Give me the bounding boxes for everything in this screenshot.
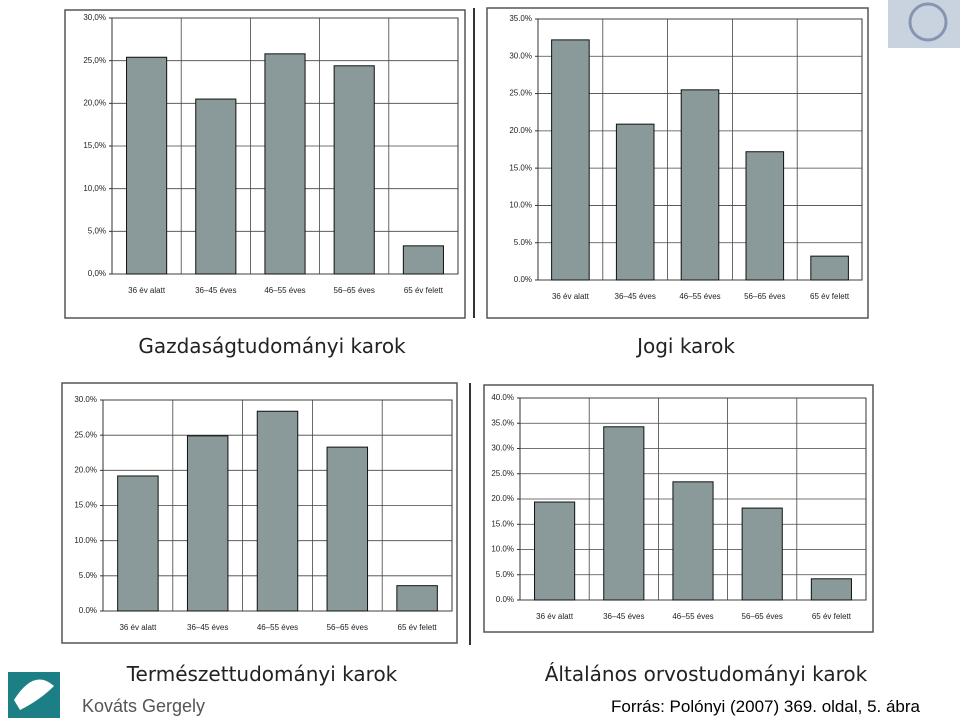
y-tick-label: 0.0% bbox=[514, 275, 532, 284]
bar bbox=[326, 446, 369, 612]
bar bbox=[186, 435, 229, 612]
chart-title: Természettudományi karok bbox=[126, 662, 398, 686]
bar bbox=[672, 481, 714, 601]
x-tick-label: 46–55 éves bbox=[257, 623, 298, 632]
logo-mark bbox=[14, 679, 54, 710]
chart-title: Általános orvostudományi karok bbox=[545, 662, 868, 686]
y-tick-label: 10.0% bbox=[491, 545, 514, 554]
bar bbox=[396, 585, 438, 612]
y-tick-label: 10,0% bbox=[83, 184, 106, 193]
y-tick-label: 10.0% bbox=[509, 201, 532, 210]
chart-title: Gazdaságtudományi karok bbox=[138, 334, 406, 358]
x-tick-label: 36 év alatt bbox=[552, 292, 590, 301]
x-tick-label: 65 év felett bbox=[812, 612, 852, 621]
author: Kováts Gergely bbox=[82, 696, 205, 716]
x-tick-label: 56–65 éves bbox=[334, 286, 375, 295]
chart-title: Jogi karok bbox=[635, 334, 735, 358]
y-tick-label: 0.0% bbox=[496, 595, 514, 604]
y-tick-label: 25,0% bbox=[83, 56, 106, 65]
y-tick-label: 40.0% bbox=[491, 393, 514, 402]
y-tick-label: 0.0% bbox=[79, 606, 97, 615]
y-tick-label: 35.0% bbox=[491, 418, 514, 427]
y-tick-label: 20.0% bbox=[509, 126, 532, 135]
y-tick-label: 35.0% bbox=[509, 14, 532, 23]
y-tick-label: 25.0% bbox=[74, 430, 97, 439]
bar bbox=[551, 39, 590, 281]
author-logo bbox=[8, 672, 60, 718]
bar bbox=[264, 53, 306, 275]
bar bbox=[195, 98, 237, 275]
y-tick-label: 30.0% bbox=[74, 395, 97, 404]
bar bbox=[741, 507, 783, 601]
x-tick-label: 56–65 éves bbox=[744, 292, 785, 301]
x-tick-label: 56–65 éves bbox=[742, 612, 783, 621]
x-tick-label: 36 év alatt bbox=[128, 286, 166, 295]
source: Forrás: Polónyi (2007) 369. oldal, 5. áb… bbox=[611, 697, 921, 716]
bar bbox=[117, 475, 159, 612]
y-tick-label: 20.0% bbox=[74, 465, 97, 474]
x-tick-label: 46–55 éves bbox=[679, 292, 720, 301]
y-tick-label: 30.0% bbox=[509, 51, 532, 60]
y-tick-label: 25.0% bbox=[491, 469, 514, 478]
y-tick-label: 10.0% bbox=[74, 536, 97, 545]
y-tick-label: 20.0% bbox=[491, 494, 514, 503]
y-tick-label: 15,0% bbox=[83, 141, 106, 150]
x-tick-label: 46–55 éves bbox=[264, 286, 305, 295]
bar bbox=[680, 89, 720, 281]
bar bbox=[603, 426, 645, 601]
y-tick-label: 30,0% bbox=[83, 13, 106, 22]
bar bbox=[126, 56, 168, 275]
x-tick-label: 65 év felett bbox=[404, 286, 444, 295]
y-tick-label: 15.0% bbox=[74, 501, 97, 510]
x-tick-label: 36 év alatt bbox=[119, 623, 157, 632]
y-tick-label: 5.0% bbox=[514, 238, 532, 247]
x-tick-label: 65 év felett bbox=[810, 292, 850, 301]
y-tick-label: 5,0% bbox=[88, 226, 106, 235]
bar bbox=[810, 255, 849, 281]
x-tick-label: 36–45 éves bbox=[615, 292, 656, 301]
x-tick-label: 36–45 éves bbox=[187, 623, 228, 632]
y-tick-label: 25.0% bbox=[509, 89, 532, 98]
x-tick-label: 36–45 éves bbox=[195, 286, 236, 295]
bar bbox=[615, 123, 655, 281]
bar bbox=[333, 65, 375, 275]
y-tick-label: 15.0% bbox=[509, 163, 532, 172]
x-tick-label: 46–55 éves bbox=[672, 612, 713, 621]
x-tick-label: 36–45 éves bbox=[603, 612, 644, 621]
y-tick-label: 30.0% bbox=[491, 444, 514, 453]
bar bbox=[256, 410, 299, 612]
y-tick-label: 5.0% bbox=[79, 571, 97, 580]
x-tick-label: 36 év alatt bbox=[536, 612, 574, 621]
corner-logo bbox=[888, 0, 960, 48]
logo-ring bbox=[908, 2, 948, 42]
y-tick-label: 15.0% bbox=[491, 519, 514, 528]
bar bbox=[402, 245, 444, 275]
bar bbox=[745, 151, 785, 281]
x-tick-label: 65 év felett bbox=[398, 623, 438, 632]
bar bbox=[810, 578, 852, 601]
bar bbox=[534, 501, 576, 601]
y-tick-label: 5.0% bbox=[496, 570, 514, 579]
y-tick-label: 0,0% bbox=[88, 269, 106, 278]
y-tick-label: 20,0% bbox=[83, 98, 106, 107]
x-tick-label: 56–65 éves bbox=[327, 623, 368, 632]
